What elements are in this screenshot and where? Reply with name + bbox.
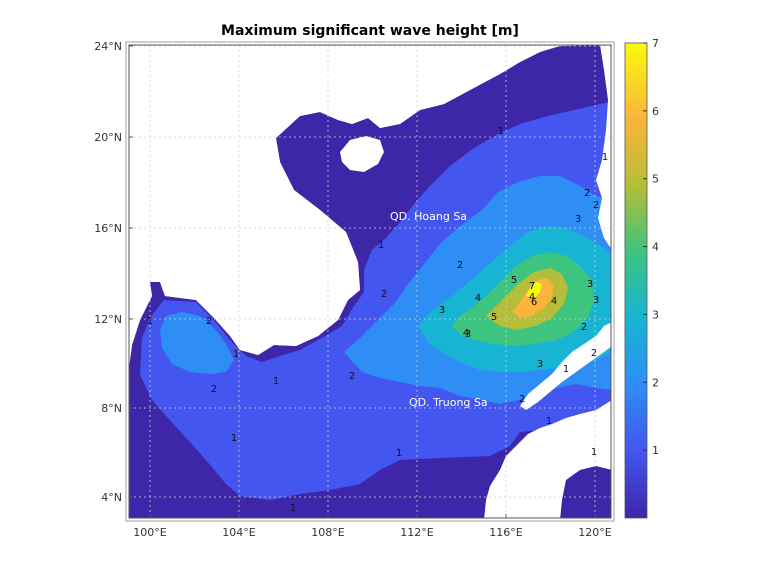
chart-title: Maximum significant wave height [m]	[221, 23, 519, 39]
contour-label: 1	[290, 503, 296, 514]
lat-tick-label: 20°N	[94, 131, 122, 144]
contour-label: 1	[147, 316, 153, 327]
contour-label: 1	[231, 433, 237, 444]
contour-label: 2	[581, 322, 587, 333]
contour-label: 6	[531, 297, 537, 308]
lon-tick-label: 112°E	[400, 526, 433, 539]
contour-label: 1	[378, 240, 384, 251]
land-philippines-luzon	[596, 45, 611, 249]
colorbar	[624, 42, 648, 519]
lat-tick-label: 8°N	[101, 402, 122, 415]
contour-label: 3	[575, 214, 581, 225]
contour-label: 3	[439, 305, 445, 316]
contour-label: 2	[593, 200, 599, 211]
wave-level-7	[526, 282, 542, 298]
contour-label: 1	[546, 416, 552, 427]
contour-label: 2	[349, 371, 355, 382]
colorbar-tick-label: 7	[652, 37, 659, 50]
lon-tick-label: 116°E	[489, 526, 522, 539]
place-paracel: QD. Hoang Sa	[390, 210, 467, 223]
lon-tick-label: 104°E	[222, 526, 255, 539]
contour-label: 4	[463, 328, 469, 339]
colorbar-tick-label: 1	[652, 444, 659, 457]
contour-label: 1	[563, 364, 569, 375]
contour-label: 2	[211, 384, 217, 395]
land-sulawesi-sea-gap	[560, 466, 611, 518]
contour-label: 4	[475, 293, 481, 304]
land-hainan	[340, 136, 384, 172]
lat-tick-label: 4°N	[101, 491, 122, 504]
colorbar-tick-label: 3	[652, 308, 659, 321]
map-area	[129, 45, 611, 518]
colorbar-tick-label: 2	[652, 376, 659, 389]
contour-label: 3	[465, 329, 471, 340]
contour-label: 2	[457, 260, 463, 271]
colorbar-tick-label: 4	[652, 241, 659, 254]
contour-label: 1	[591, 447, 597, 458]
contour-label: 1	[602, 152, 608, 163]
lat-tick-label: 24°N	[94, 40, 122, 53]
land-philippines-mindoro-palawan	[520, 322, 611, 410]
longitude-ticks: 100°E 104°E 108°E 112°E 116°E 120°E	[133, 514, 612, 539]
contour-label: 7	[529, 281, 535, 292]
colorbar-tick-label: 6	[652, 105, 659, 118]
lon-tick-label: 100°E	[133, 526, 166, 539]
latitude-ticks: 24°N 20°N 16°N 12°N 8°N 4°N	[94, 40, 133, 504]
land-china-vietnam-coast	[129, 45, 560, 368]
contour-label: 1	[273, 376, 279, 387]
colorbar-tick-label: 5	[652, 173, 659, 186]
contour-label: 2	[584, 188, 590, 199]
lat-tick-label: 12°N	[94, 313, 122, 326]
contour-label: 3	[587, 279, 593, 290]
place-spratly: QD. Truong Sa	[409, 396, 488, 409]
map-frame	[128, 44, 612, 519]
lon-tick-label: 120°E	[578, 526, 611, 539]
contour-label: 2	[381, 289, 387, 300]
wave-level-2-gulf	[160, 312, 234, 374]
contour-label: 5	[511, 275, 517, 286]
contour-label: 4	[551, 296, 557, 307]
lat-tick-label: 16°N	[94, 222, 122, 235]
map-grid	[129, 45, 611, 518]
contour-label: 1	[396, 448, 402, 459]
contour-label: 4	[529, 292, 535, 303]
contour-label: 2	[591, 348, 597, 359]
wave-level-6	[512, 278, 554, 318]
lon-tick-label: 108°E	[311, 526, 344, 539]
contour-label: 3	[593, 295, 599, 306]
map-outer-frame	[125, 41, 615, 522]
contour-label: 2	[206, 316, 212, 327]
contour-label: 1	[498, 126, 504, 137]
contour-label: 1	[233, 349, 239, 360]
contour-label: 3	[537, 359, 543, 370]
colorbar-ticks: 7 6 5 4 3 2 1	[643, 37, 659, 457]
contour-label: 5	[491, 312, 497, 323]
contour-label: 2	[519, 394, 525, 405]
